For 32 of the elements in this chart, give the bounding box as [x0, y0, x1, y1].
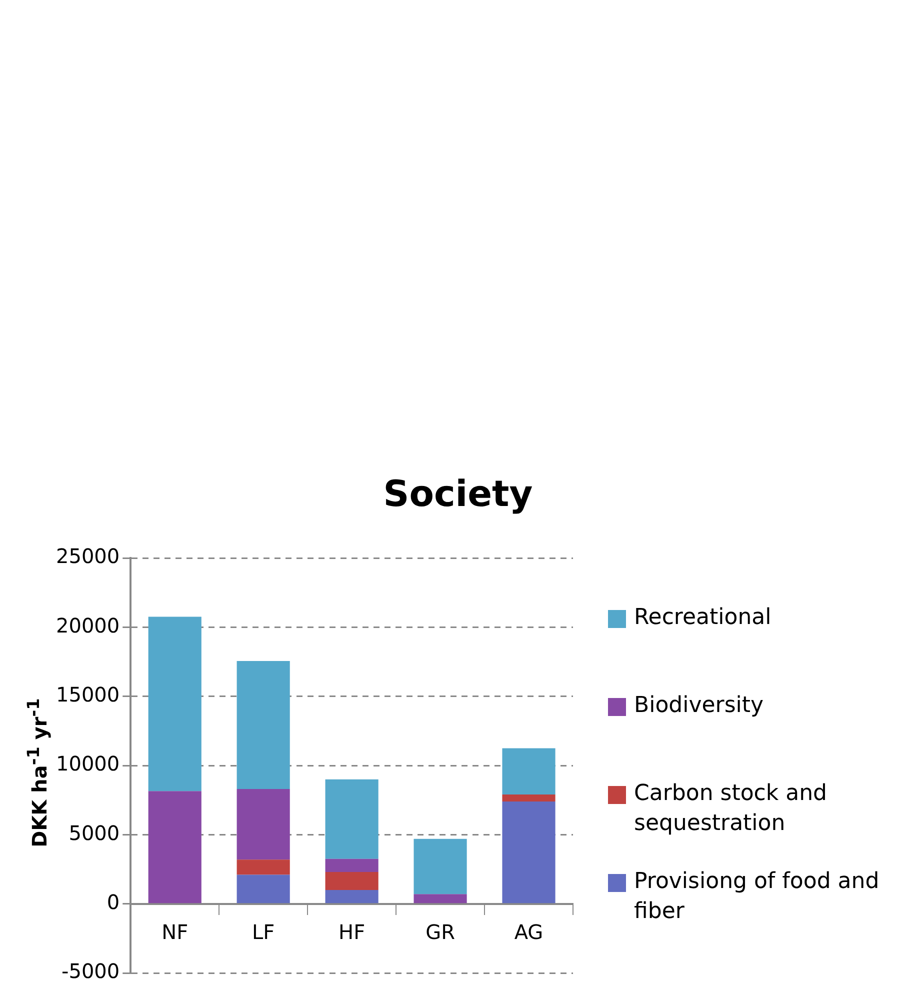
- bar: [325, 890, 378, 904]
- legend-label: Carbon stock and sequestration: [634, 780, 828, 838]
- y-tick-label: 15000: [56, 682, 120, 707]
- x-tick-label: NF: [162, 920, 188, 944]
- bar: [236, 860, 290, 875]
- bar: [236, 789, 290, 860]
- x-tick-label: HF: [338, 920, 366, 944]
- bar: [148, 616, 202, 792]
- y-tick-label: 20000: [56, 613, 120, 638]
- bar: [325, 872, 378, 890]
- bar: [414, 894, 467, 904]
- bar: [414, 838, 467, 894]
- bar: [325, 779, 378, 859]
- y-tick-label: 10000: [56, 752, 120, 776]
- bar: [502, 794, 556, 802]
- x-tick-label: AG: [514, 920, 544, 944]
- bar: [148, 791, 202, 904]
- x-tick-label: GR: [426, 920, 456, 944]
- bar: [502, 801, 556, 904]
- legend-label: Provisiong of food and fiber: [634, 868, 880, 926]
- bar: [325, 858, 378, 872]
- legend-label: Recreational: [634, 604, 772, 632]
- bar: [236, 874, 290, 904]
- legend-label: Biodiversity: [634, 692, 764, 720]
- y-tick-label: 25000: [56, 544, 120, 568]
- chart-title: Society: [382, 474, 534, 515]
- x-tick-label: LF: [252, 920, 275, 944]
- y-tick-label: -5000: [62, 959, 120, 984]
- y-tick-label: 5000: [68, 820, 120, 845]
- y-tick-label: 0: [106, 890, 120, 914]
- bar: [502, 748, 556, 795]
- bar: [236, 661, 290, 790]
